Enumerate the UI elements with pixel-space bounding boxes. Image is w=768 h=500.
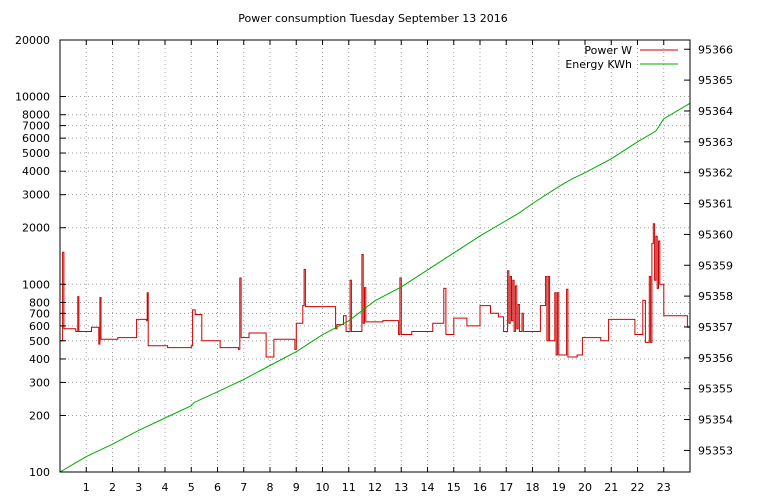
y-tick-label: 200 [29, 409, 50, 422]
y-tick-label: 1000 [22, 278, 50, 291]
y-tick-label: 3000 [22, 189, 50, 202]
y-tick-label: 800 [29, 296, 50, 309]
y-tick-label: 400 [29, 353, 50, 366]
y2-tick-label: 95366 [698, 43, 733, 56]
x-tick-label: 16 [473, 481, 487, 494]
y-tick-label: 7000 [22, 120, 50, 133]
x-tick-label: 17 [499, 481, 513, 494]
x-tick-label: 6 [214, 481, 221, 494]
y2-tick-label: 95359 [698, 259, 733, 272]
series-group [59, 102, 691, 473]
y2-tick-label: 95360 [698, 228, 733, 241]
legend-label-power: Power W [584, 44, 632, 57]
x-tick-label: 19 [552, 481, 566, 494]
y2-tick-label: 95363 [698, 136, 733, 149]
y-tick-label: 4000 [22, 165, 50, 178]
energy-series-line [59, 102, 691, 473]
y2-tick-label: 95358 [698, 290, 733, 303]
y2-tick-label: 95362 [698, 167, 733, 180]
legend-label-energy: Energy KWh [565, 58, 632, 71]
x-tick-label: 11 [342, 481, 356, 494]
x-tick-label: 20 [578, 481, 592, 494]
grid [60, 40, 690, 472]
x-tick-label: 22 [631, 481, 645, 494]
x-tick-label: 9 [293, 481, 300, 494]
y2-tick-label: 95354 [698, 414, 733, 427]
y2-tick-label: 95355 [698, 383, 733, 396]
x-tick-label: 3 [135, 481, 142, 494]
y-tick-label: 700 [29, 307, 50, 320]
y2-tick-label: 95353 [698, 444, 733, 457]
x-tick-label: 1 [83, 481, 90, 494]
x-tick-label: 14 [421, 481, 435, 494]
x-tick-label: 7 [240, 481, 247, 494]
x-tick-label: 15 [447, 481, 461, 494]
y-tick-label: 2000 [22, 222, 50, 235]
x-tick-label: 18 [526, 481, 540, 494]
x-tick-label: 23 [657, 481, 671, 494]
power-series-line [60, 223, 690, 358]
y2-tick-label: 95365 [698, 74, 733, 87]
y-tick-label: 8000 [22, 109, 50, 122]
y2-tick-label: 95361 [698, 198, 733, 211]
y-tick-label: 600 [29, 320, 50, 333]
x-tick-label: 12 [368, 481, 382, 494]
x-tick-label: 13 [394, 481, 408, 494]
x-tick-label: 21 [604, 481, 618, 494]
x-tick-label: 2 [109, 481, 116, 494]
y-tick-label: 20000 [15, 34, 50, 47]
y2-tick-label: 95357 [698, 321, 733, 334]
x-tick-label: 10 [316, 481, 330, 494]
y-tick-label: 5000 [22, 147, 50, 160]
axes: 1 2 3 4 5 6 7 8 9 10 11 12 13 14 15 16 17 18 19 20 21 22 23100… [15, 34, 733, 494]
chart-title: Power consumption Tuesday September 13 2… [238, 12, 508, 25]
legend: Power W Energy KWh [565, 44, 678, 71]
y-tick-label: 100 [29, 466, 50, 479]
x-tick-label: 4 [162, 481, 169, 494]
y-tick-label: 6000 [22, 132, 50, 145]
y2-tick-label: 95364 [698, 105, 733, 118]
y-tick-label: 10000 [15, 91, 50, 104]
y-tick-label: 300 [29, 376, 50, 389]
x-tick-label: 5 [188, 481, 195, 494]
y-tick-label: 500 [29, 335, 50, 348]
y2-tick-label: 95356 [698, 352, 733, 365]
x-tick-label: 8 [267, 481, 274, 494]
